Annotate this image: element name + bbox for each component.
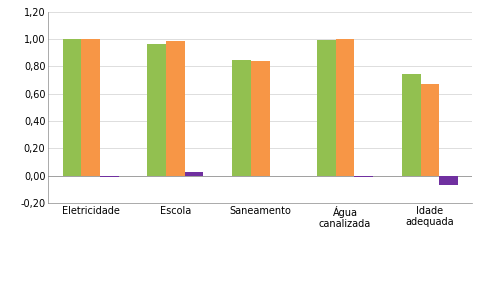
Bar xyxy=(421,84,439,176)
Bar xyxy=(317,40,336,176)
Bar xyxy=(402,75,421,176)
Bar xyxy=(232,60,251,176)
Bar xyxy=(81,39,100,176)
Bar xyxy=(63,39,81,176)
Bar xyxy=(185,172,203,176)
Bar xyxy=(100,176,119,177)
Bar xyxy=(251,61,269,176)
Bar xyxy=(166,41,185,176)
Bar xyxy=(336,39,354,176)
Bar xyxy=(439,176,458,185)
Bar xyxy=(354,176,373,177)
Bar xyxy=(147,44,166,176)
